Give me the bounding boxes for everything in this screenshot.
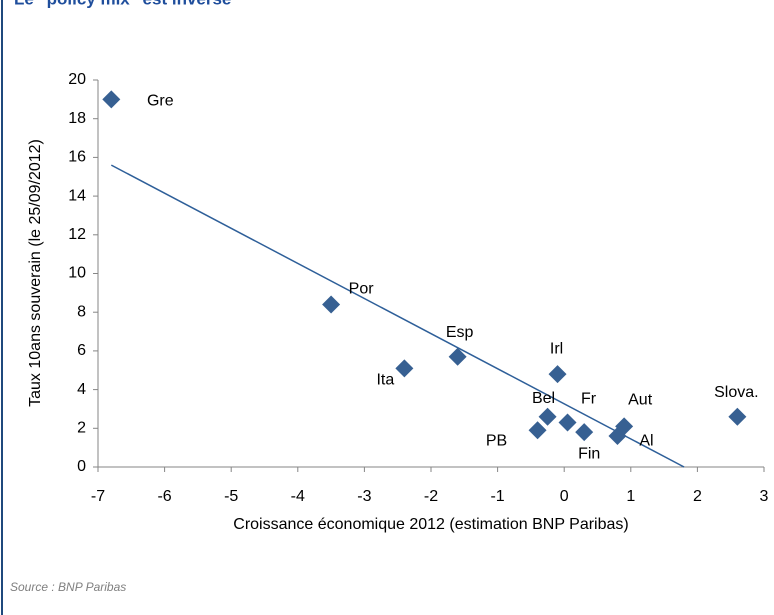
point-label: PB — [486, 432, 507, 449]
x-tick-label: 0 — [560, 488, 569, 505]
point — [448, 347, 467, 366]
y-tick-label: 4 — [77, 381, 86, 398]
y-tick-label: 18 — [68, 110, 86, 127]
y-axis-label: Taux 10ans souverain (le 25/09/2012) — [27, 139, 44, 407]
point-label: Irl — [550, 340, 563, 357]
point-label: Esp — [446, 324, 474, 341]
y-tick-label: 10 — [68, 265, 86, 282]
x-tick-label: 1 — [626, 488, 635, 505]
point — [322, 295, 341, 314]
point-label: Gre — [147, 93, 174, 110]
point-label: Fin — [578, 445, 600, 462]
point — [575, 423, 594, 442]
x-tick-label: 3 — [760, 488, 769, 505]
point-label: Slova. — [714, 384, 758, 401]
point-label: Fr — [581, 391, 597, 408]
point — [728, 407, 747, 426]
y-tick-label: 8 — [77, 303, 86, 320]
x-tick-label: -2 — [424, 488, 438, 505]
y-tick-label: 6 — [77, 342, 86, 359]
trendline — [110, 164, 685, 468]
y-tick-label: 2 — [77, 420, 86, 437]
source: Source : BNP Paribas — [10, 580, 126, 594]
point — [538, 407, 557, 426]
point — [548, 365, 567, 384]
y-tick-label: 14 — [68, 187, 86, 204]
x-tick-label: -7 — [91, 488, 105, 505]
y-tick-label: 16 — [68, 149, 86, 166]
y-tick-label: 12 — [68, 226, 86, 243]
point — [528, 421, 547, 440]
point-label: Por — [349, 281, 375, 298]
point — [395, 359, 414, 378]
point-label: Aut — [628, 392, 653, 409]
x-tick-label: -4 — [291, 488, 305, 505]
x-axis-label: Croissance économique 2012 (estimation B… — [233, 516, 628, 533]
point — [558, 413, 577, 432]
x-tick-label: 2 — [693, 488, 702, 505]
point — [608, 427, 627, 446]
x-tick-label: -5 — [224, 488, 238, 505]
x-tick-label: -6 — [157, 488, 171, 505]
point — [102, 90, 121, 109]
point-label: Ita — [376, 372, 394, 389]
chart-title: Le "policy mix" est inversé — [14, 0, 231, 8]
y-tick-label: 20 — [68, 71, 86, 88]
y-tick-label: 0 — [77, 458, 86, 475]
x-tick-label: -3 — [357, 488, 371, 505]
x-tick-label: -1 — [490, 488, 504, 505]
point-label: Al — [639, 432, 653, 449]
point-label: Bel — [532, 390, 555, 407]
